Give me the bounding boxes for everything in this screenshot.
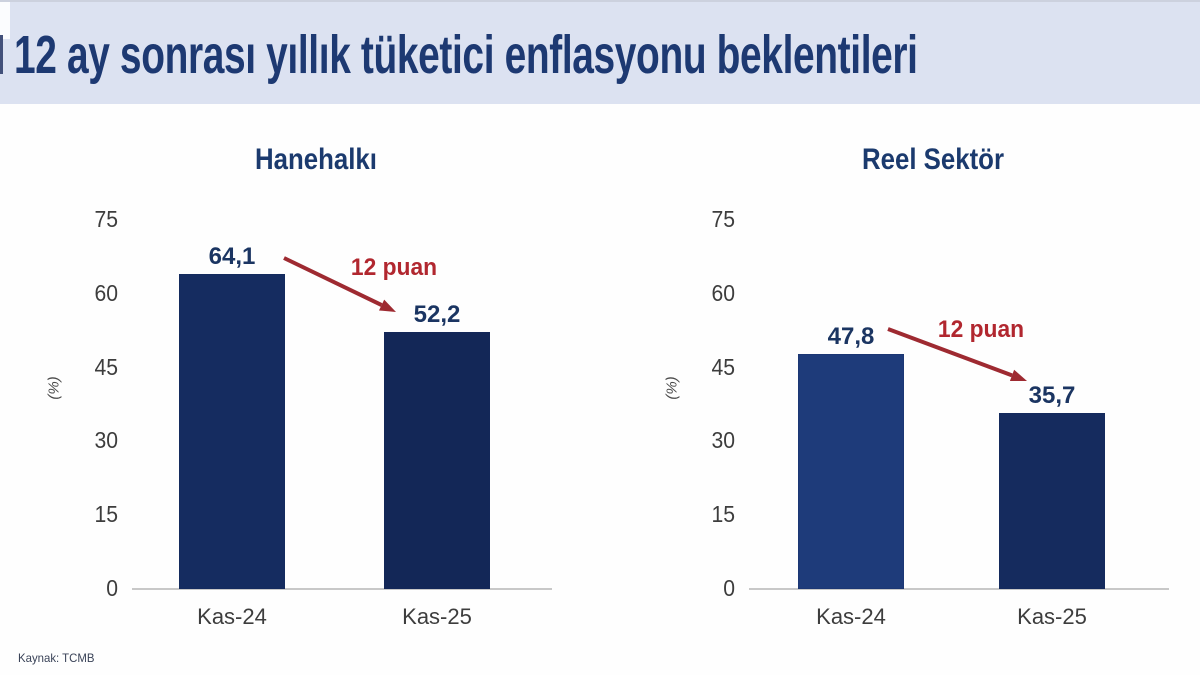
- y-tick-label: 0: [106, 575, 118, 601]
- bar-kas-25: [999, 413, 1105, 589]
- annotation-label: 12 puan: [937, 316, 1025, 343]
- chart-title: Hanehalkı: [255, 143, 377, 176]
- page-title: 12 ay sonrası yıllık tüketici enflasyonu…: [14, 25, 918, 85]
- header-bar: 12 ay sonrası yıllık tüketici enflasyonu…: [0, 0, 1200, 106]
- x-axis-line: [132, 588, 552, 590]
- y-tick-label: 30: [711, 427, 735, 454]
- y-tick-label: 60: [711, 279, 735, 306]
- bar-value-label: 47,8: [827, 323, 875, 350]
- y-tick-label: 75: [94, 206, 118, 232]
- header-corner-notch: [0, 2, 10, 39]
- y-tick-label: 15: [711, 501, 735, 528]
- y-axis-label: (%): [663, 376, 681, 400]
- y-tick-label: 60: [94, 279, 118, 306]
- bar-kas-24: [798, 354, 904, 589]
- y-tick-label: 75: [711, 206, 735, 232]
- x-axis-line: [749, 588, 1169, 590]
- y-tick-label: 30: [94, 427, 118, 454]
- chart-title: Reel Sektör: [862, 143, 1004, 176]
- y-tick-label: 45: [711, 353, 735, 380]
- charts-area: Hanehalkı 0 15 30 45 60 75 (%) 64,1 Kas-24 52,2 Kas…: [0, 104, 1200, 675]
- chart-hanehalki: Hanehalkı 0 15 30 45 60 75 (%) 64,1 Kas-24 52,2 Kas…: [46, 143, 552, 629]
- y-tick-label: 0: [723, 575, 735, 601]
- bar-value-label: 52,2: [413, 301, 461, 328]
- x-category-label: Kas-24: [197, 604, 267, 629]
- y-tick-label: 45: [94, 353, 118, 380]
- source-note: Kaynak: TCMB: [18, 651, 95, 665]
- y-tick-label: 15: [94, 501, 118, 528]
- bar-kas-24: [179, 274, 285, 589]
- x-category-label: Kas-24: [816, 604, 886, 629]
- bar-kas-25: [384, 332, 490, 589]
- bar-value-label: 64,1: [208, 243, 256, 270]
- x-category-label: Kas-25: [402, 604, 472, 629]
- x-category-label: Kas-25: [1017, 604, 1087, 629]
- header-left-accent: [0, 35, 3, 74]
- bar-value-label: 35,7: [1028, 382, 1076, 409]
